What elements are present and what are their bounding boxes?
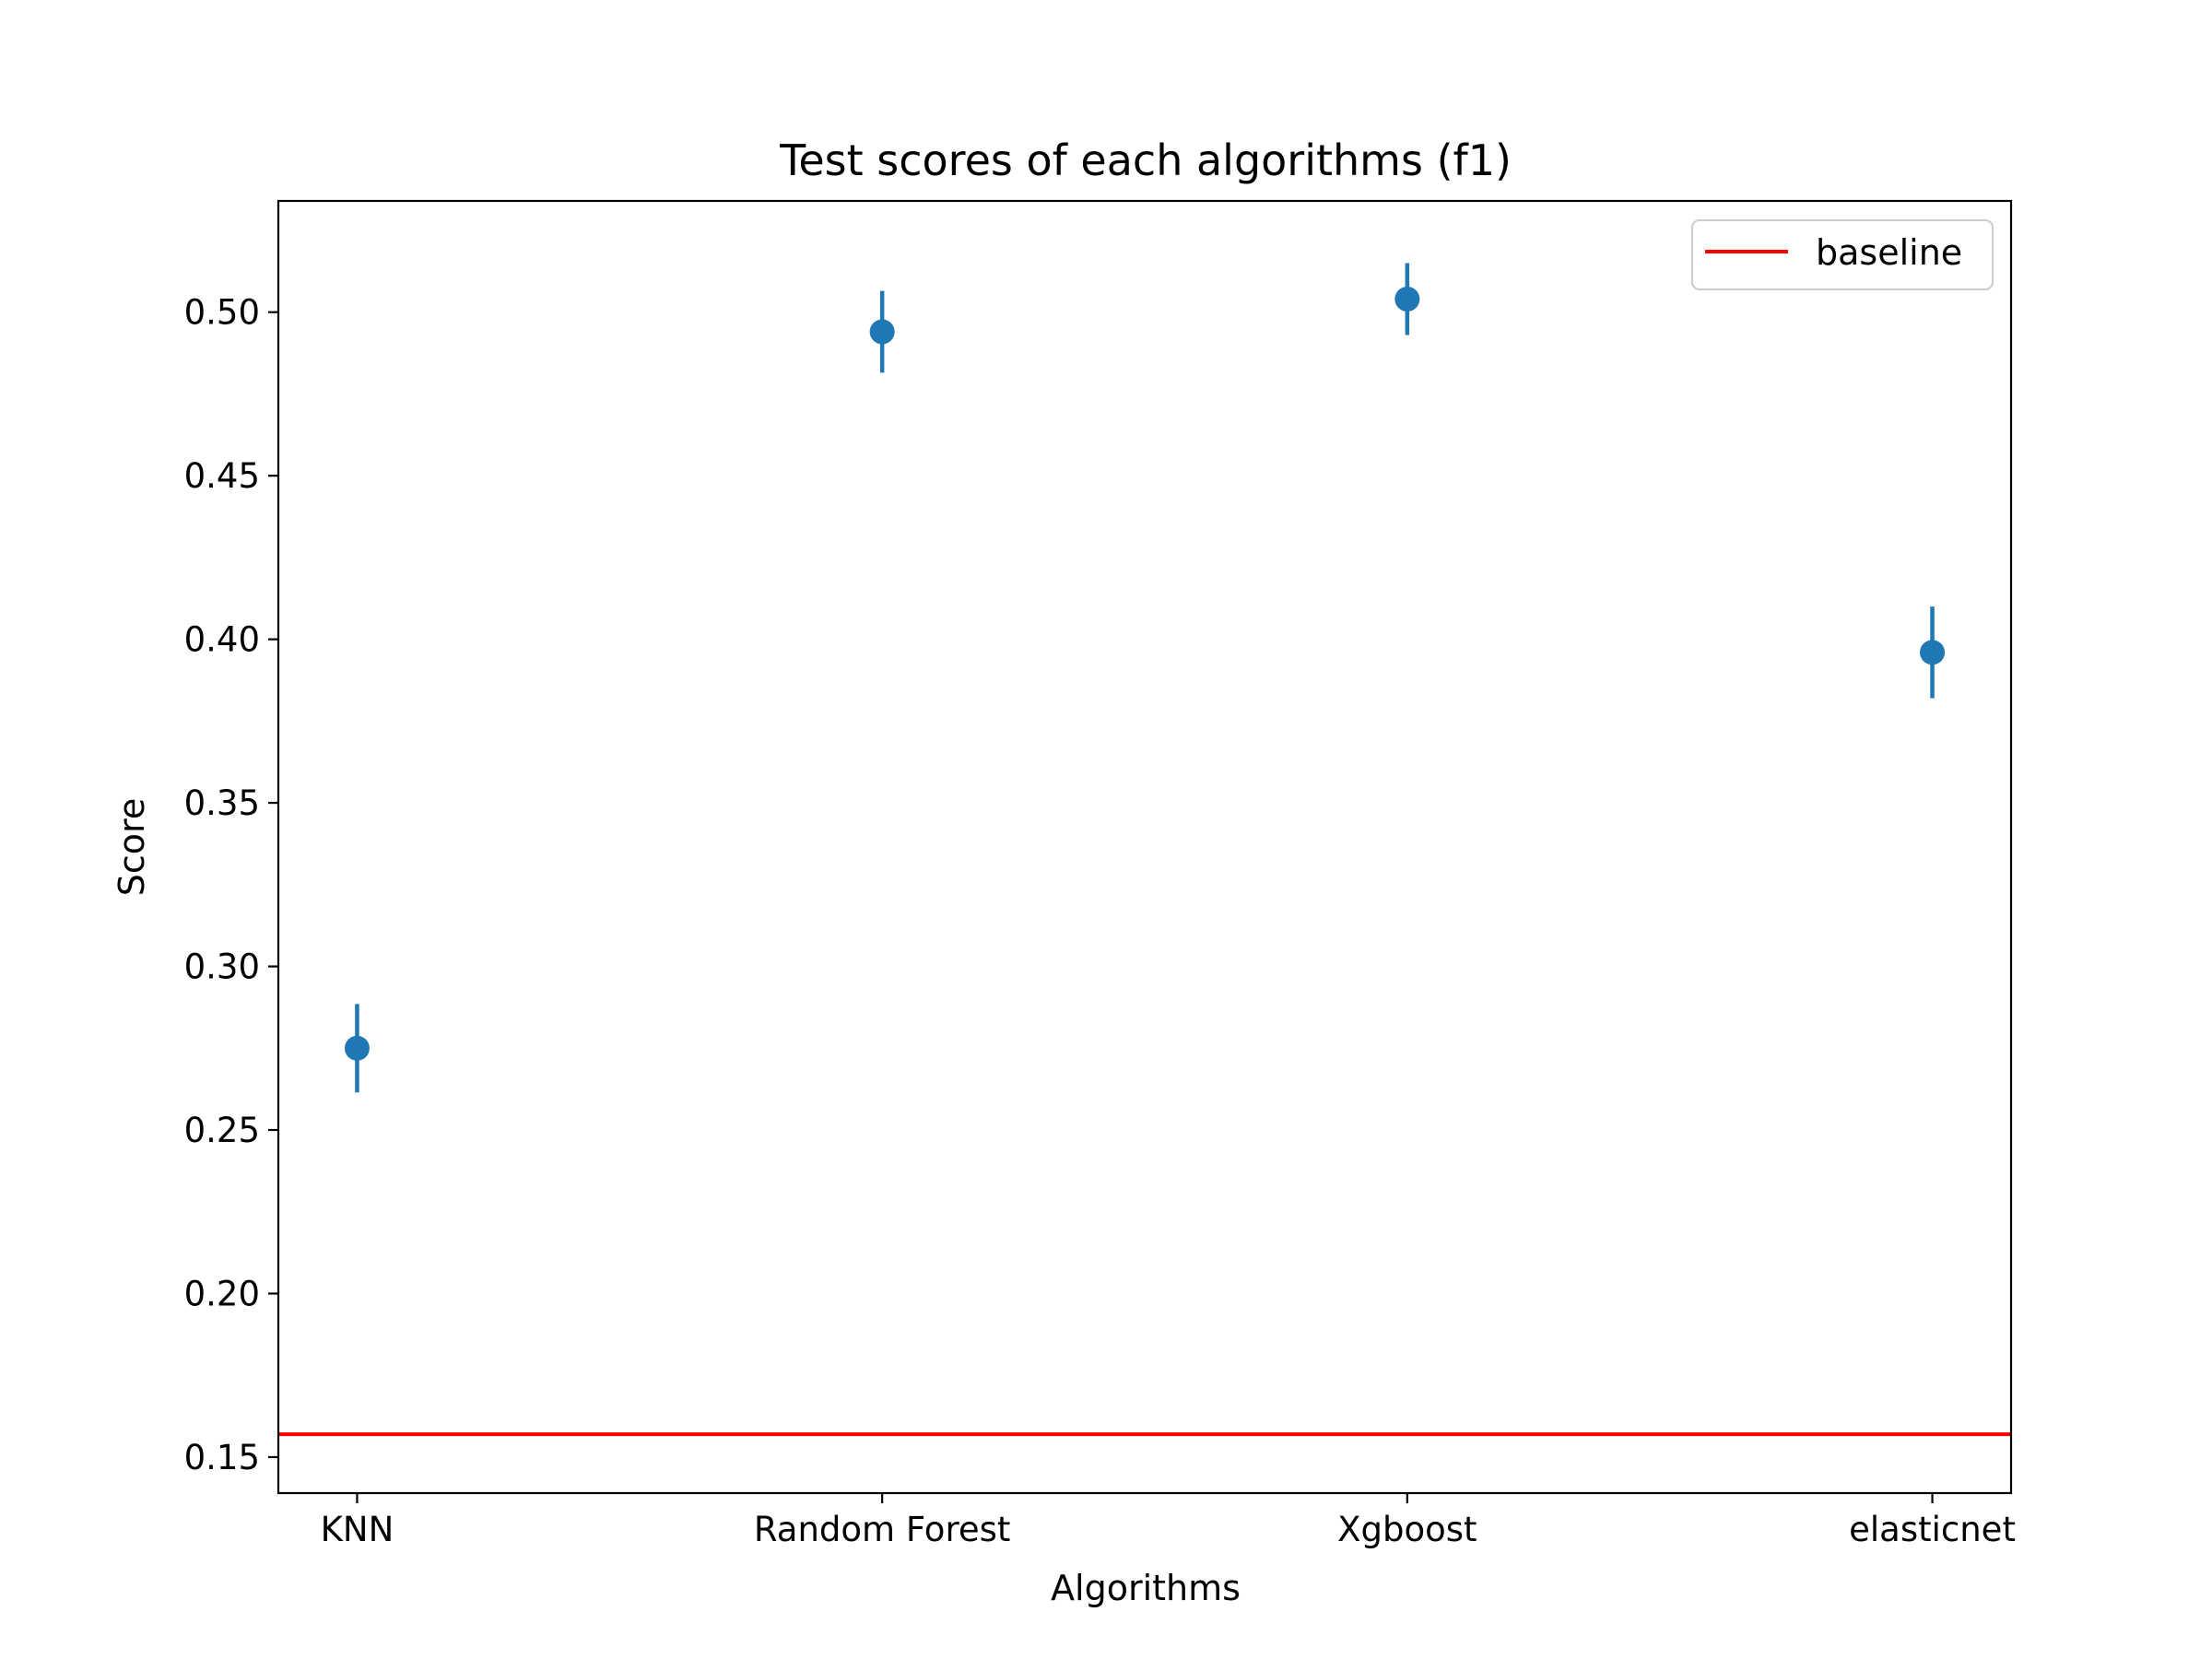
x-tick-label: Xgboost bbox=[1337, 1510, 1477, 1549]
x-axis-ticks: KNN Random Forest Xgboost elasticnet bbox=[321, 1493, 2016, 1549]
y-tick-label: 0.15 bbox=[184, 1438, 260, 1477]
y-tick-label: 0.40 bbox=[184, 620, 260, 660]
y-tick-label: 0.20 bbox=[184, 1274, 260, 1313]
y-tick-label: 0.45 bbox=[184, 456, 260, 496]
y-tick-label: 0.25 bbox=[184, 1111, 260, 1150]
data-point bbox=[344, 1035, 370, 1061]
data-point bbox=[1394, 286, 1420, 312]
y-axis-ticks: 0.15 0.20 0.25 0.30 0.35 0.40 0.45 0.50 bbox=[184, 293, 278, 1477]
legend: baseline bbox=[1691, 219, 1994, 290]
y-tick-label: 0.30 bbox=[184, 947, 260, 987]
y-tick-label: 0.35 bbox=[184, 783, 260, 823]
y-axis-label: Score bbox=[112, 798, 152, 896]
plot-area bbox=[278, 263, 2011, 1437]
legend-baseline-label: baseline bbox=[1816, 232, 1962, 273]
chart-title: Test scores of each algorithms (f1) bbox=[779, 135, 1512, 185]
marks-layer bbox=[344, 263, 1946, 1093]
axes-frame bbox=[276, 199, 2013, 1495]
x-tick-label: Random Forest bbox=[754, 1510, 1011, 1549]
data-point bbox=[1920, 640, 1946, 665]
data-point bbox=[869, 319, 895, 345]
legend-box bbox=[1691, 219, 1994, 290]
x-tick-label: elasticnet bbox=[1849, 1510, 2016, 1549]
x-axis-label: Algorithms bbox=[1051, 1568, 1241, 1608]
x-tick-label: KNN bbox=[321, 1510, 394, 1549]
y-tick-label: 0.50 bbox=[184, 293, 260, 333]
